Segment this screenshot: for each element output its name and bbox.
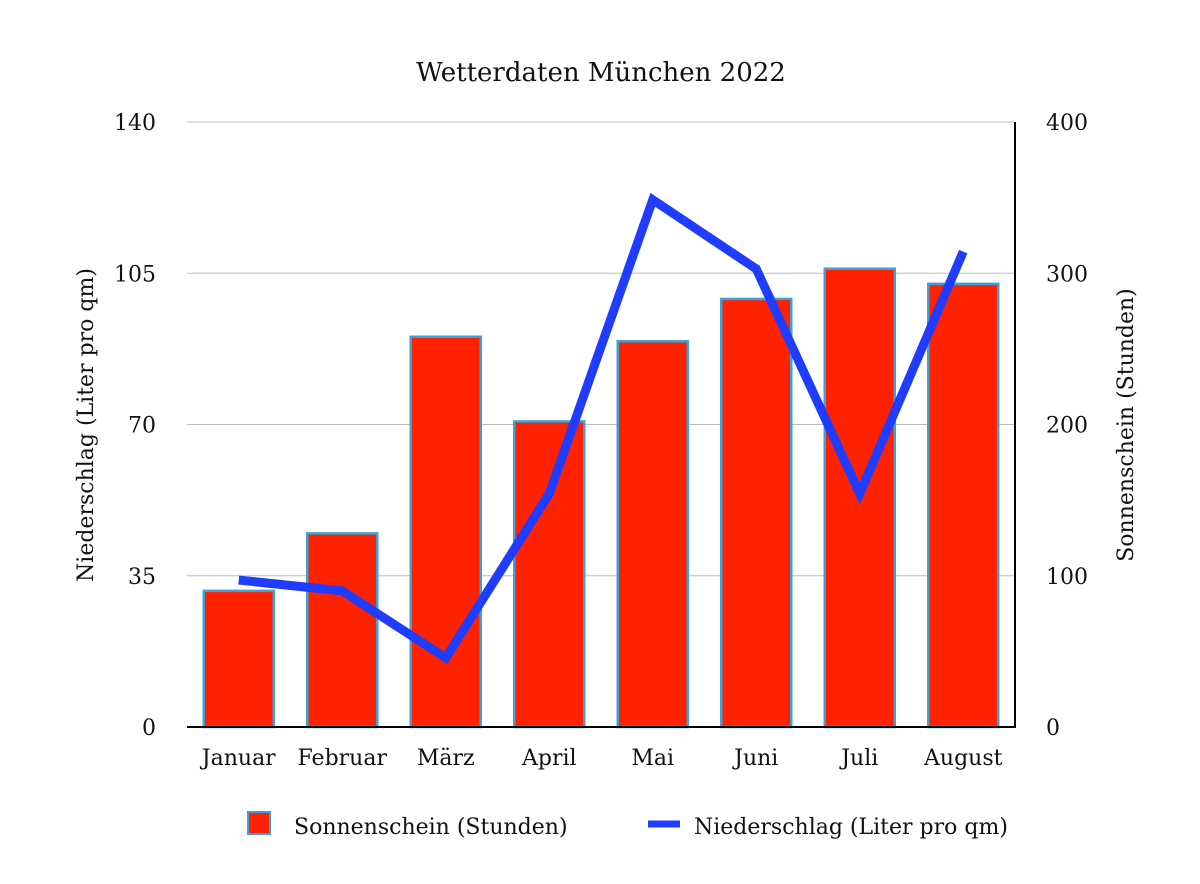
y-left-tick-label: 105 <box>114 262 156 287</box>
y-left-tick-label: 70 <box>128 414 156 439</box>
x-tick-label: Juli <box>839 746 878 771</box>
bar-series <box>202 267 1000 729</box>
legend-bar-label: Sonnenschein (Stunden) <box>294 815 568 840</box>
bar <box>927 282 1000 729</box>
x-tick-label: Januar <box>200 746 276 771</box>
x-tick-label: Mai <box>631 746 674 771</box>
x-tick-label: August <box>923 746 1003 771</box>
tick-labels: 0 35 70 105 140 0 100 200 300 400 Januar Februar Mär… <box>114 111 1088 771</box>
precipitation-line <box>238 192 968 665</box>
y-right-tick-label: 300 <box>1046 262 1088 287</box>
x-tick-label: März <box>417 746 475 771</box>
y-right-tick-label: 100 <box>1046 565 1088 590</box>
bar <box>720 297 793 729</box>
x-tick-label: Februar <box>298 746 388 771</box>
y-left-tick-label: 140 <box>114 111 156 136</box>
bar <box>409 335 482 729</box>
chart-title: Wetterdaten München 2022 <box>416 58 786 88</box>
bar <box>306 532 379 729</box>
line-series <box>238 192 968 665</box>
y-left-tick-label: 35 <box>128 565 156 590</box>
y-left-tick-label: 0 <box>142 716 156 741</box>
x-tick-label: April <box>521 746 577 771</box>
bar <box>616 340 689 729</box>
y-right-tick-label: 400 <box>1046 111 1088 136</box>
y-right-tick-label: 0 <box>1046 716 1060 741</box>
bar <box>202 589 275 729</box>
x-tick-label: Juni <box>732 746 778 771</box>
legend-line-label: Niederschlag (Liter pro qm) <box>694 815 1008 840</box>
legend-bar-swatch <box>247 811 271 835</box>
bar <box>513 420 586 729</box>
y-right-axis-title: Sonnenschein (Stunden) <box>1114 288 1139 562</box>
legend: Sonnenschein (Stunden) Niederschlag (Lit… <box>247 811 1008 840</box>
y-right-tick-label: 200 <box>1046 414 1088 439</box>
y-left-axis-title: Niederschlag (Liter pro qm) <box>74 268 99 582</box>
axes <box>187 122 1016 728</box>
